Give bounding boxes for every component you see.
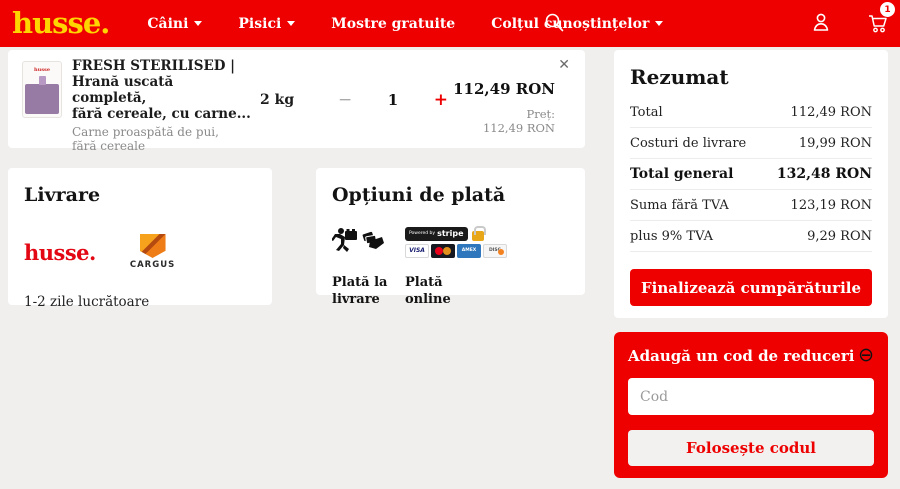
stripe-badge: Powered by stripe xyxy=(405,226,468,241)
cargus-shield-icon xyxy=(139,234,166,258)
quantity-increase-button[interactable]: + xyxy=(433,90,448,110)
summary-row-grand-total: Total general 132,48 RON xyxy=(630,159,872,190)
main-nav: Câini Pisici Mostre gratuite Colțul cuno… xyxy=(147,15,664,32)
discount-title: Adaugă un cod de reduceri xyxy=(628,346,855,365)
amex-icon: AMEX xyxy=(457,243,481,258)
discount-code-input[interactable] xyxy=(628,378,874,415)
product-image[interactable]: husse xyxy=(22,61,62,118)
payment-options-card: Opțiuni de plată xyxy=(316,168,585,307)
order-summary-card: Rezumat Total 112,49 RON Costuri de livra… xyxy=(614,50,888,318)
payment-option-cod[interactable]: Plată la livrare xyxy=(332,220,405,308)
nav-item-caini[interactable]: Câini xyxy=(147,16,203,32)
collapse-minus-icon[interactable]: ⊖ xyxy=(858,344,874,366)
product-title[interactable]: FRESH STERILISED | Hrană uscată completă… xyxy=(72,58,251,122)
discount-code-card: Adaugă un cod de reduceri ⊖ Folosește co… xyxy=(614,332,888,478)
mastercard-icon xyxy=(431,243,455,258)
chevron-down-icon xyxy=(194,21,203,26)
cargus-logo: CARGUS xyxy=(130,234,175,270)
item-total-price: 112,49 RON xyxy=(453,80,555,98)
payment-option-online[interactable]: Powered by stripe VISA AMEX DISC xyxy=(405,220,525,308)
summary-row-vat: plus 9% TVA 9,29 RON xyxy=(630,221,872,252)
carrier-logos: husse. CARGUS xyxy=(24,232,256,272)
product-weight: 2 kg xyxy=(260,92,295,108)
item-price-block: 112,49 RON Preț: 112,49 RON xyxy=(453,80,555,135)
delivery-time-note: 1-2 zile lucrătoare xyxy=(24,294,150,310)
checkout-button[interactable]: Finalizează cumpărăturile xyxy=(630,269,872,306)
nav-item-coltul-cunostintelor[interactable]: Colțul cunoștințelor xyxy=(491,16,664,32)
delivery-card: Livrare husse. CARGUS 1-2 zile lucrătoar… xyxy=(8,168,272,310)
item-unit-price: Preț: 112,49 RON xyxy=(482,107,555,135)
delivery-title: Livrare xyxy=(24,184,101,206)
card-brand-icons: VISA AMEX DISC xyxy=(405,243,507,258)
cash-on-delivery-icon xyxy=(332,220,405,264)
chevron-down-icon xyxy=(287,21,296,26)
summary-row-net: Suma fără TVA 123,19 RON xyxy=(630,190,872,221)
lock-icon xyxy=(471,225,486,241)
quantity-value: 1 xyxy=(387,91,399,109)
cart-icon[interactable] xyxy=(866,11,890,39)
summary-row-shipping: Costuri de livrare 19,99 RON xyxy=(630,128,872,159)
cart-item-card: husse FRESH STERILISED | Hrană uscată co… xyxy=(8,50,585,153)
quantity-decrease-button[interactable]: − xyxy=(338,90,353,110)
search-icon[interactable] xyxy=(543,11,565,37)
quantity-stepper: − 1 + xyxy=(338,90,448,110)
product-info: FRESH STERILISED | Hrană uscată completă… xyxy=(72,58,252,153)
husse-carrier-logo: husse. xyxy=(24,239,96,265)
apply-code-button[interactable]: Folosește codul xyxy=(628,430,874,466)
summary-row-total: Total 112,49 RON xyxy=(630,97,872,128)
chevron-down-icon xyxy=(655,21,664,26)
visa-icon: VISA xyxy=(405,243,429,258)
cart-count-badge[interactable]: 1 xyxy=(880,2,895,17)
nav-item-pisici[interactable]: Pisici xyxy=(238,16,296,32)
online-payment-icons: Powered by stripe VISA AMEX DISC xyxy=(405,220,525,264)
top-navbar: husse. Câini Pisici Mostre gratuite Colț… xyxy=(0,0,900,47)
husse-logo[interactable]: husse. xyxy=(12,6,110,40)
payment-title: Opțiuni de plată xyxy=(332,184,506,206)
cod-label: Plată la livrare xyxy=(332,275,388,307)
remove-item-icon[interactable]: ✕ xyxy=(558,57,570,73)
nav-item-mostre-gratuite[interactable]: Mostre gratuite xyxy=(331,15,456,32)
summary-title: Rezumat xyxy=(630,65,729,89)
online-label: Plată online xyxy=(405,275,451,307)
account-icon[interactable] xyxy=(810,11,832,37)
product-subtitle: Carne proaspătă de pui, fără cereale xyxy=(72,125,219,153)
discover-icon: DISC xyxy=(483,243,507,258)
